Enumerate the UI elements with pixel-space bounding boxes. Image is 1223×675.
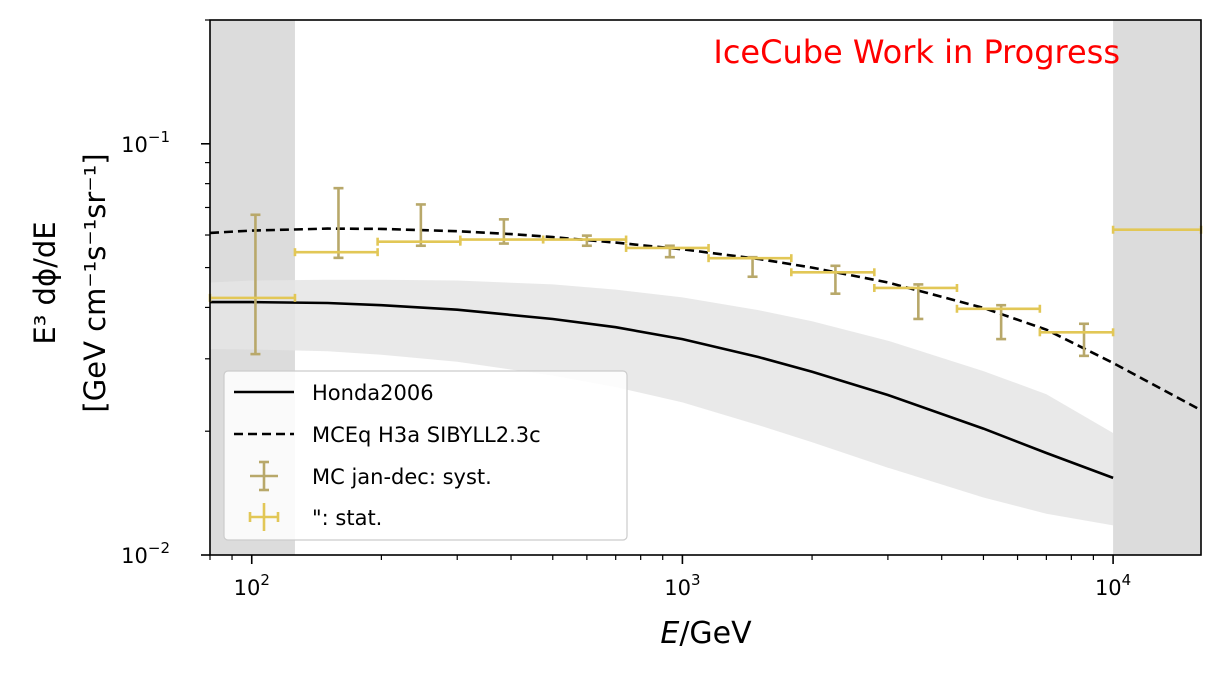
legend-swatch-syst [250,460,278,492]
y-axis-label-line1: E³ dϕ/dE [28,221,62,344]
stat-errorbar-7 [790,268,876,277]
x-axis-label-symbol: E [660,616,679,651]
y-axis-label-line2: [GeV cm⁻¹s⁻¹sr⁻¹] [78,153,112,412]
syst-errorbar-7 [830,264,841,295]
syst-errorbar-0 [250,213,261,356]
excluded-region-1 [1113,20,1201,555]
syst-errorbar-9 [996,303,1007,341]
legend: Honda2006 MCEq H3a SIBYLL2.3c MC jan-dec… [223,370,628,541]
legend-swatch-stat [248,503,280,531]
mceq-line [209,227,1202,412]
stat-errorbar-8 [873,283,959,292]
data-points [208,186,1203,358]
honda-uncertainty-band [210,279,1114,526]
syst-errorbar-6 [747,255,758,279]
x-axis-label-unit: /GeV [679,616,752,651]
syst-errorbar-8 [913,283,924,321]
x-tick-label-1: 103 [664,571,700,600]
legend-label-syst: MC jan-dec: syst. [312,465,492,489]
honda-band [210,279,1114,526]
stat-errorbar-10 [1038,328,1115,337]
syst-errorbar-10 [1079,322,1090,358]
syst-errorbar-1 [333,186,344,260]
y-tick-label-0: 10−2 [121,539,170,568]
honda2006-line [210,300,1114,480]
stat-errorbar-9 [955,304,1042,313]
legend-label-mceq: MCEq H3a SIBYLL2.3c [312,423,541,447]
y-tick-label-1: 10−1 [121,128,170,157]
syst-errorbar-2 [415,203,426,248]
watermark-text: IceCube Work in Progress [713,33,1120,71]
stat-errorbar-4 [541,235,628,244]
plot-frame [209,19,1202,556]
stat-errorbar-5 [624,243,710,252]
stat-errorbar-6 [707,254,793,263]
model-lines [209,227,1202,480]
stat-errorbar-1 [293,248,379,257]
legend-box [223,370,628,541]
x-axis-label: E/GeV [660,616,752,651]
axes: 102 103 104 10−2 10−1 [121,19,1202,600]
legend-label-honda: Honda2006 [312,381,434,405]
legend-label-stat: ": stat. [312,506,382,530]
x-tick-label-0: 102 [234,571,270,600]
x-tick-label-2: 104 [1095,571,1131,600]
y-axis-label: E³ dϕ/dE [GeV cm⁻¹s⁻¹sr⁻¹] [28,153,112,412]
